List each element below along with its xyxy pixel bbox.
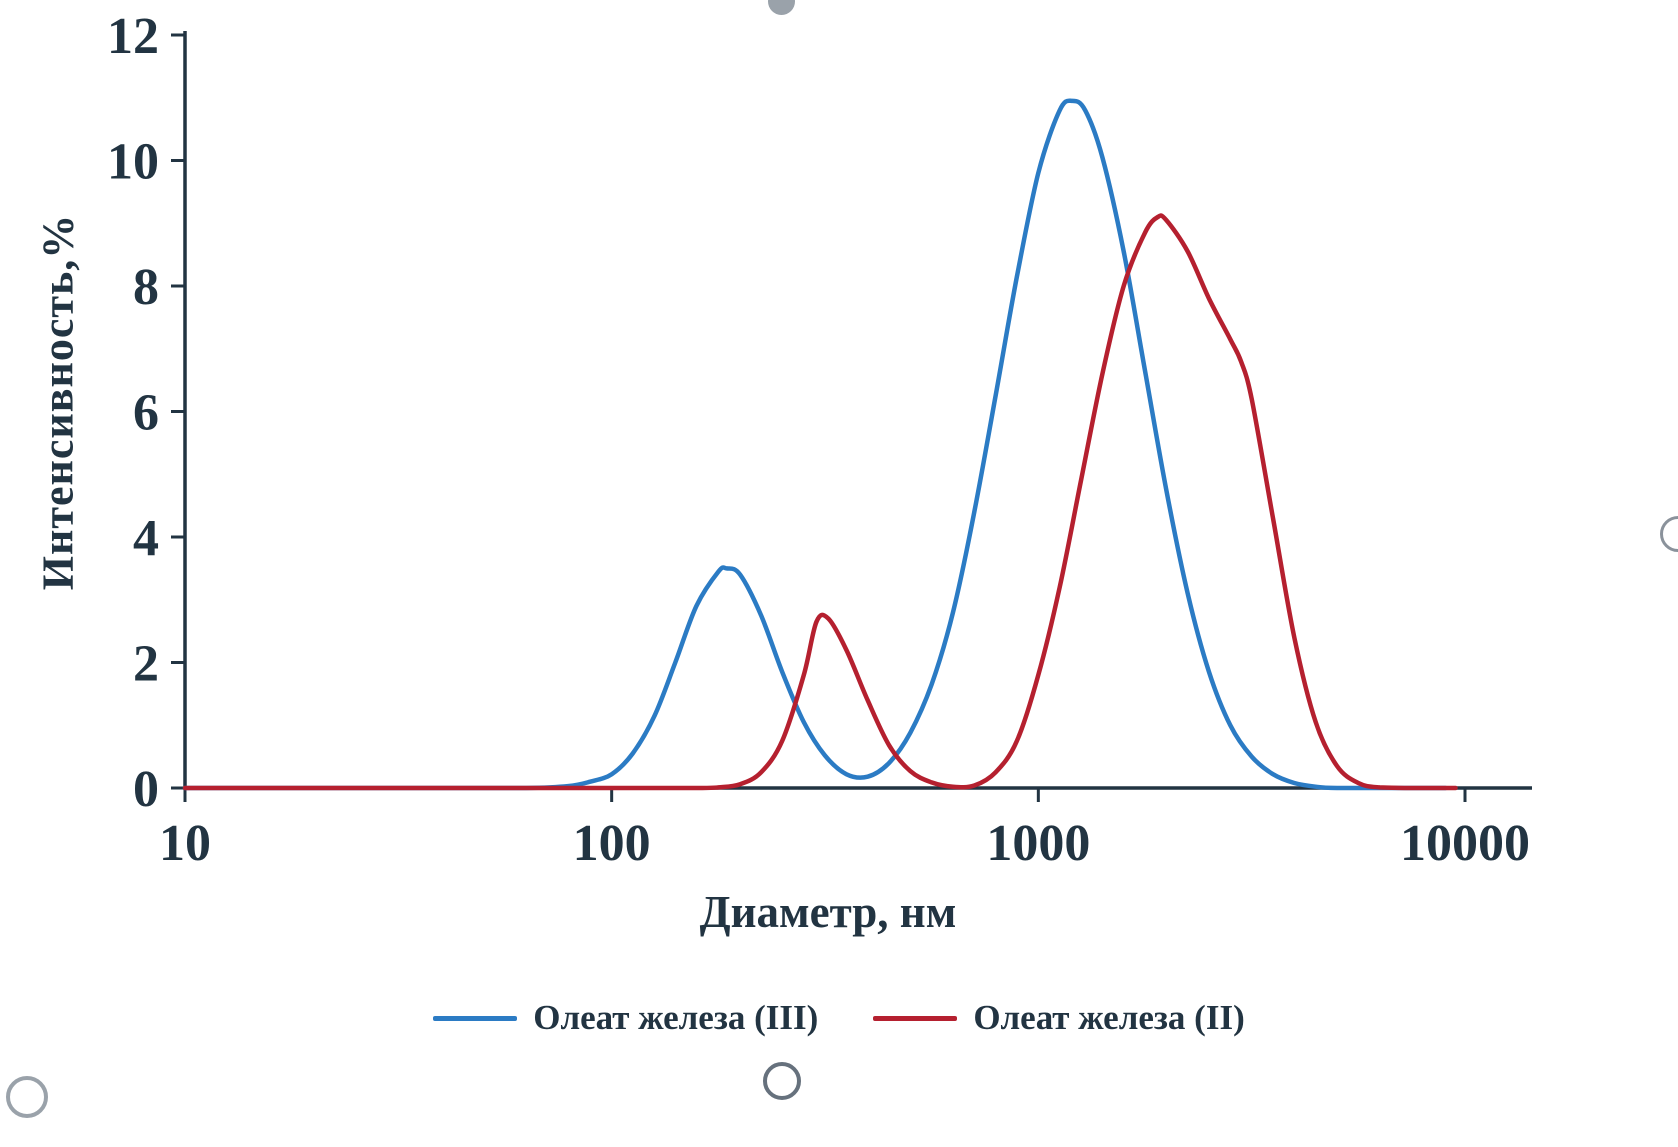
y-tick-label: 0: [133, 761, 159, 818]
y-tick-label: 6: [133, 385, 159, 442]
legend-line-red: [873, 1015, 958, 1021]
y-tick-label: 8: [133, 259, 159, 316]
scan-artifact-circle-bottom-left: [6, 1076, 48, 1118]
legend-line-blue: [433, 1015, 518, 1021]
x-tick-label: 100: [573, 815, 651, 872]
series-line-0: [182, 98, 1448, 791]
y-tick-label: 10: [107, 134, 159, 191]
y-tick-label: 12: [107, 8, 159, 65]
chart-legend: Олеат железа (III) Олеат железа (II): [0, 998, 1678, 1038]
x-tick-label: 1000: [986, 815, 1090, 872]
scan-artifact-circle-top: [768, 0, 795, 15]
legend-label-iron2-oleate: Олеат железа (II): [973, 998, 1245, 1037]
y-tick-label: 2: [133, 636, 159, 693]
legend-item-iron2-oleate: Олеат железа (II): [873, 998, 1245, 1038]
series-line-1: [182, 213, 1458, 791]
x-tick-label: 10000: [1400, 815, 1530, 872]
y-axis-title: Интенсивность,%: [33, 213, 83, 591]
x-tick-label: 10: [159, 815, 211, 872]
legend-label-iron3-oleate: Олеат железа (III): [533, 998, 819, 1037]
scan-artifact-circle-bottom: [763, 1062, 801, 1100]
legend-item-iron3-oleate: Олеат железа (III): [433, 998, 818, 1038]
x-axis-title: Диаметр, нм: [699, 887, 957, 937]
y-tick-label: 4: [133, 510, 159, 567]
